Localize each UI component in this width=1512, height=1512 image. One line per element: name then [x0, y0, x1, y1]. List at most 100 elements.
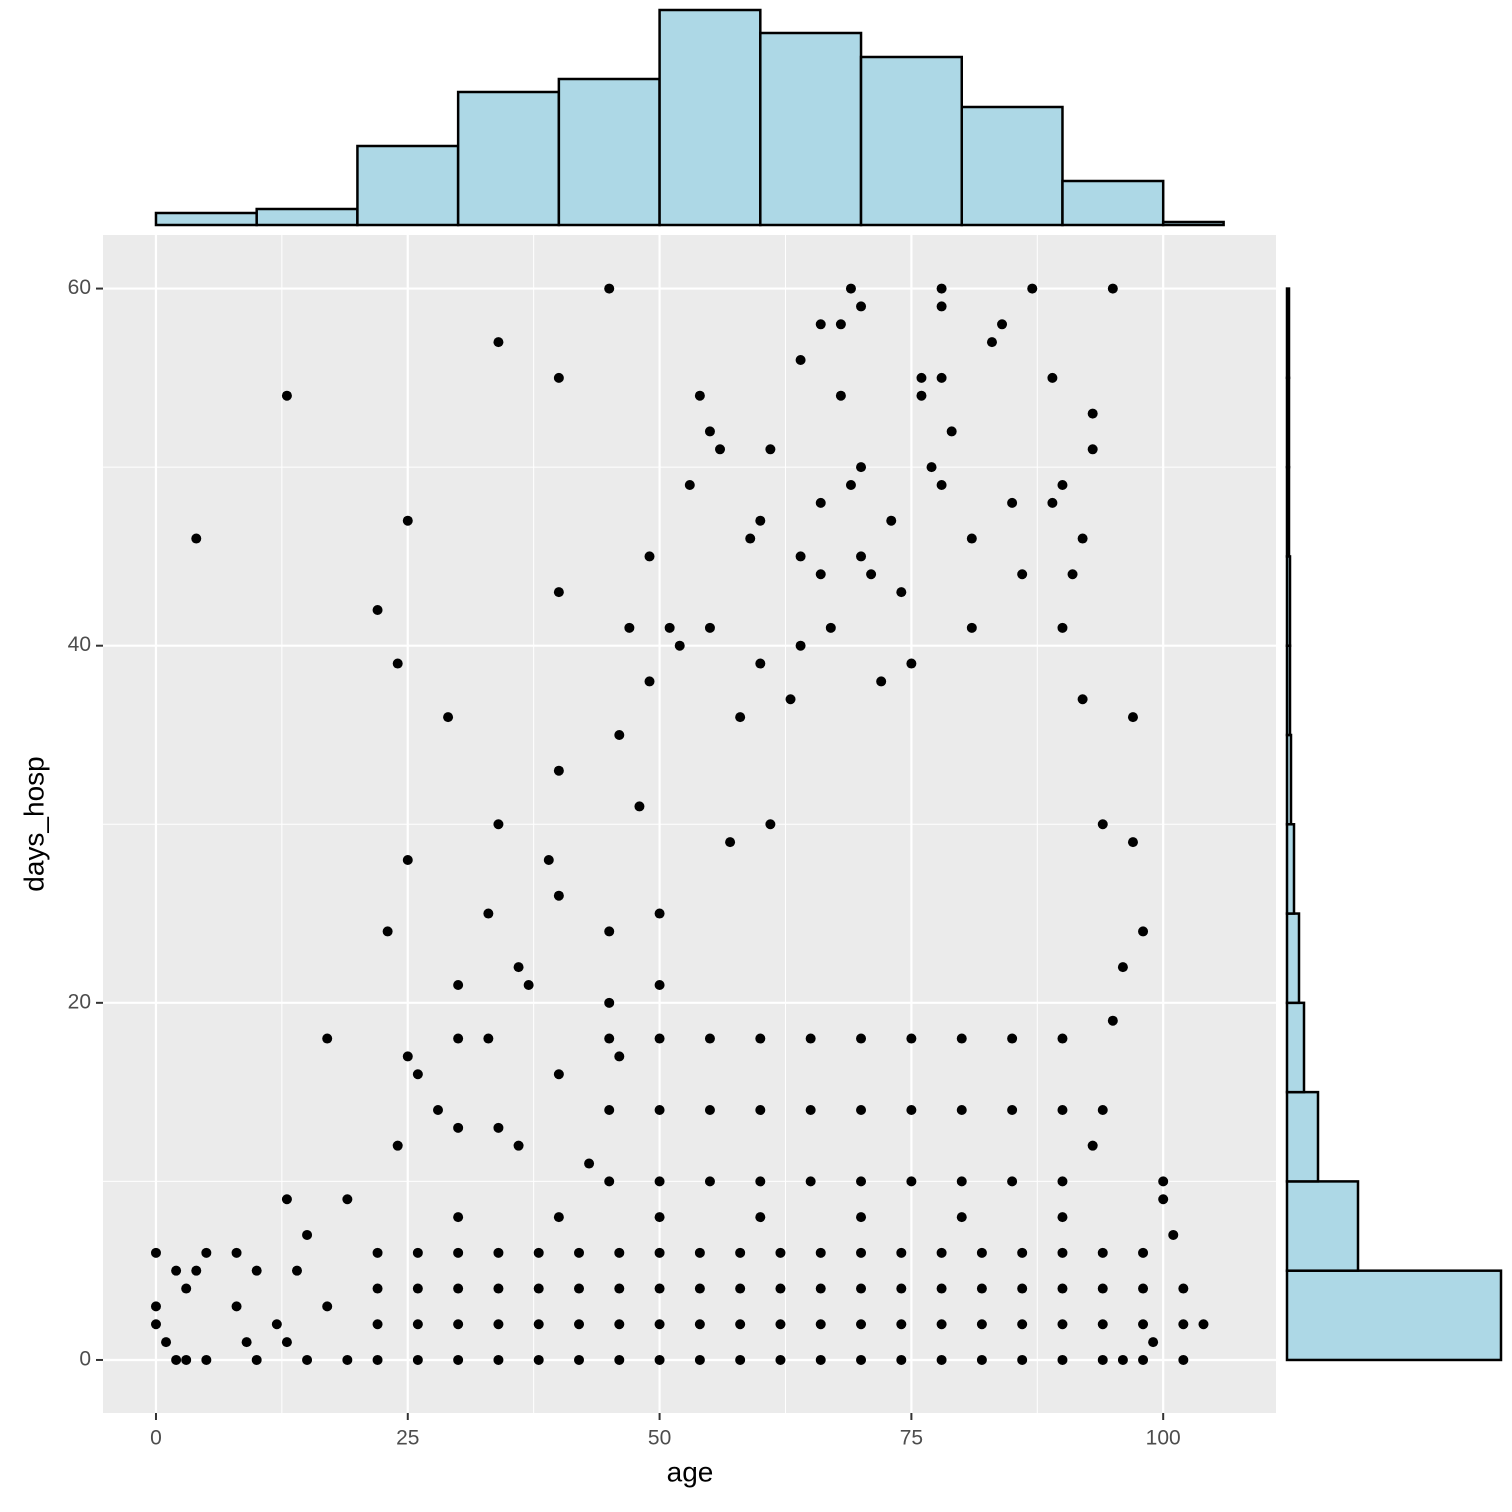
point [765, 444, 776, 455]
point [866, 569, 877, 580]
point [453, 1212, 464, 1223]
point [191, 1265, 202, 1276]
point [1047, 372, 1058, 383]
point [926, 462, 937, 473]
histogram-bar [1285, 823, 1296, 915]
point [704, 1176, 715, 1187]
point [775, 1354, 786, 1365]
point [916, 390, 927, 401]
point [624, 622, 635, 633]
point [493, 1247, 504, 1258]
point [1017, 1319, 1028, 1330]
point [1017, 569, 1028, 580]
point [402, 854, 413, 865]
point [936, 372, 947, 383]
point [533, 1354, 544, 1365]
x-axis-title: age [667, 1456, 714, 1487]
point [1117, 962, 1128, 973]
point [856, 1319, 867, 1330]
point [1077, 694, 1088, 705]
point [795, 551, 806, 562]
point [493, 1283, 504, 1294]
point [493, 819, 504, 830]
histogram-bar [557, 77, 661, 227]
point [1027, 283, 1038, 294]
point [856, 301, 867, 312]
point [735, 1354, 746, 1365]
point [443, 712, 454, 723]
point [614, 1319, 625, 1330]
point [271, 1319, 282, 1330]
point [856, 1212, 867, 1223]
point [704, 622, 715, 633]
point [574, 1247, 585, 1258]
point [845, 479, 856, 490]
point [1158, 1176, 1169, 1187]
point [553, 1212, 564, 1223]
point [1097, 1283, 1108, 1294]
point [654, 1176, 665, 1187]
point [533, 1283, 544, 1294]
point [1097, 1247, 1108, 1258]
point [1057, 1319, 1068, 1330]
point [745, 533, 756, 544]
point [815, 1319, 826, 1330]
x-tick-label: 50 [648, 1427, 671, 1450]
point [453, 1247, 464, 1258]
point [574, 1283, 585, 1294]
point [251, 1265, 262, 1276]
point [876, 676, 887, 687]
point [805, 1033, 816, 1044]
histogram-bar [1285, 465, 1291, 558]
point [150, 1247, 161, 1258]
point [644, 551, 655, 562]
point [735, 712, 746, 723]
point [1097, 1319, 1108, 1330]
point [412, 1354, 423, 1365]
point [916, 372, 927, 383]
point [1057, 1283, 1068, 1294]
point [644, 676, 655, 687]
point [604, 997, 615, 1008]
point [835, 319, 846, 330]
point [553, 587, 564, 598]
point [1057, 1176, 1068, 1187]
point [835, 390, 846, 401]
point [453, 1319, 464, 1330]
point [171, 1354, 182, 1365]
point [483, 1033, 494, 1044]
point [614, 1283, 625, 1294]
point [775, 1283, 786, 1294]
point [815, 319, 826, 330]
point [755, 515, 766, 526]
point [815, 1247, 826, 1258]
point [654, 1212, 665, 1223]
point [654, 908, 665, 919]
point [856, 1176, 867, 1187]
point [765, 819, 776, 830]
point [372, 1283, 383, 1294]
point [1017, 1283, 1028, 1294]
y-axis-title: days_hosp [18, 756, 49, 891]
point [946, 426, 957, 437]
point [704, 1104, 715, 1115]
point [896, 1283, 907, 1294]
point [1057, 1212, 1068, 1223]
point [1087, 1140, 1098, 1151]
x-tick-label: 0 [150, 1427, 162, 1450]
point [856, 1354, 867, 1365]
point [483, 908, 494, 919]
point [775, 1247, 786, 1258]
y-tick-label: 0 [79, 1348, 91, 1371]
point [1007, 1176, 1018, 1187]
point [161, 1337, 172, 1348]
point [956, 1212, 967, 1223]
point [412, 1247, 423, 1258]
point [654, 1283, 665, 1294]
point [412, 1283, 423, 1294]
point [372, 604, 383, 615]
point [856, 551, 867, 562]
point [302, 1229, 313, 1240]
histogram-bar [1285, 1269, 1503, 1362]
